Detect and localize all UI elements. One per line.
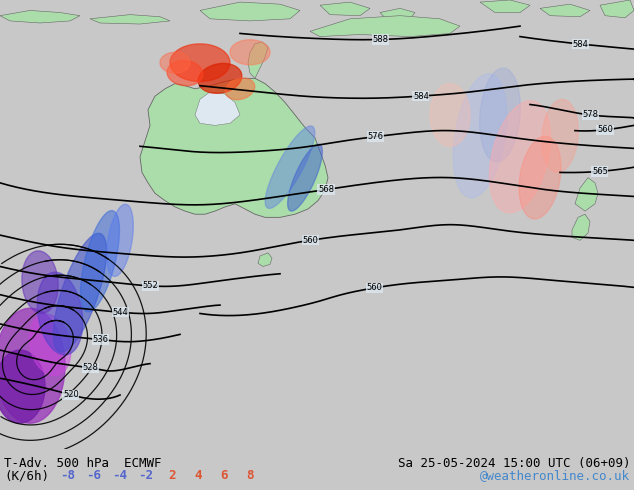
Text: 528: 528 [82, 364, 98, 372]
Text: 588: 588 [372, 35, 389, 44]
Polygon shape [288, 144, 322, 211]
Polygon shape [265, 126, 315, 208]
Polygon shape [575, 178, 598, 211]
Text: -2: -2 [138, 469, 153, 482]
Polygon shape [540, 4, 590, 17]
Text: -4: -4 [112, 469, 127, 482]
Text: 2: 2 [168, 469, 176, 482]
Polygon shape [167, 61, 203, 86]
Text: Sa 25-05-2024 15:00 UTC (06+09): Sa 25-05-2024 15:00 UTC (06+09) [398, 458, 630, 470]
Polygon shape [380, 8, 415, 19]
Polygon shape [480, 0, 530, 13]
Text: 4: 4 [194, 469, 202, 482]
Polygon shape [230, 40, 270, 65]
Polygon shape [430, 84, 470, 147]
Text: 560: 560 [366, 283, 382, 293]
Polygon shape [600, 0, 634, 18]
Polygon shape [519, 136, 561, 219]
Text: 552: 552 [143, 281, 158, 291]
Text: -8: -8 [60, 469, 75, 482]
Text: 565: 565 [592, 167, 608, 176]
Polygon shape [248, 42, 268, 78]
Text: -6: -6 [86, 469, 101, 482]
Polygon shape [0, 10, 80, 23]
Polygon shape [90, 15, 170, 24]
Polygon shape [140, 78, 328, 218]
Text: 578: 578 [582, 110, 598, 120]
Polygon shape [198, 63, 242, 93]
Polygon shape [29, 314, 71, 376]
Polygon shape [195, 92, 240, 125]
Text: 560: 560 [303, 236, 319, 245]
Text: 6: 6 [220, 469, 228, 482]
Polygon shape [258, 253, 272, 267]
Polygon shape [107, 204, 133, 276]
Text: 544: 544 [113, 308, 129, 317]
Text: (K/6h): (K/6h) [4, 469, 49, 482]
Polygon shape [453, 74, 507, 198]
Text: 536: 536 [93, 335, 108, 344]
Polygon shape [53, 233, 107, 352]
Polygon shape [225, 78, 255, 99]
Polygon shape [310, 16, 460, 37]
Polygon shape [170, 44, 230, 81]
Polygon shape [200, 2, 300, 21]
Polygon shape [572, 214, 590, 240]
Text: 584: 584 [413, 92, 429, 100]
Text: 520: 520 [63, 391, 79, 399]
Text: T-Adv. 500 hPa  ECMWF: T-Adv. 500 hPa ECMWF [4, 458, 162, 470]
Polygon shape [160, 52, 190, 73]
Text: 560: 560 [597, 125, 613, 134]
Polygon shape [489, 101, 550, 213]
Text: @weatheronline.co.uk: @weatheronline.co.uk [480, 469, 630, 482]
Polygon shape [37, 272, 83, 355]
Polygon shape [0, 350, 45, 423]
Polygon shape [542, 99, 578, 172]
Text: 568: 568 [318, 185, 334, 194]
Polygon shape [22, 251, 58, 314]
Polygon shape [480, 68, 521, 162]
Text: 8: 8 [246, 469, 254, 482]
Polygon shape [81, 211, 119, 312]
Text: 576: 576 [367, 132, 383, 141]
Polygon shape [0, 308, 65, 423]
Text: 584: 584 [573, 40, 588, 49]
Polygon shape [320, 2, 370, 16]
